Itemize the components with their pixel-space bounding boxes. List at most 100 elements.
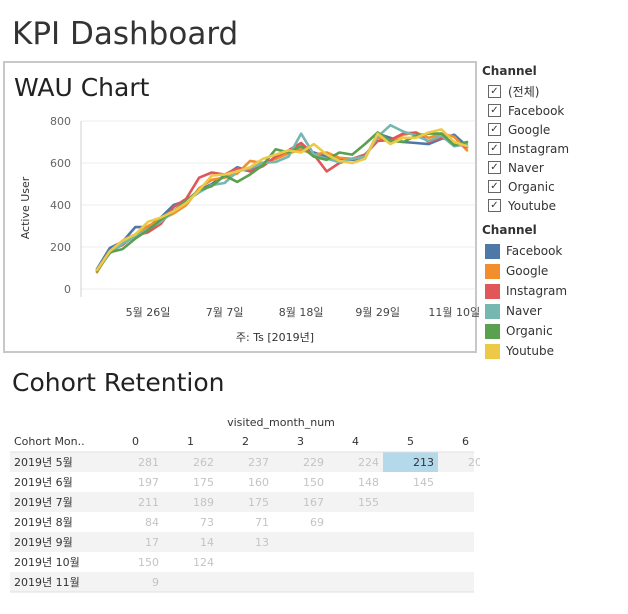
channel-filter-label: Google <box>508 122 551 137</box>
highlighted-cell <box>383 452 438 472</box>
cohort-cell-value[interactable]: 155 <box>358 496 379 509</box>
cohort-cell-value[interactable]: 145 <box>413 476 434 489</box>
checkbox-icon[interactable]: ✓ <box>488 199 501 212</box>
channel-legend-label: Organic <box>506 324 553 338</box>
channel-legend-item[interactable]: Youtube <box>482 341 628 361</box>
checkbox-icon[interactable]: ✓ <box>488 161 501 174</box>
cohort-cell-value[interactable]: 13 <box>255 536 269 549</box>
series-line-youtube[interactable] <box>95 128 469 272</box>
channel-legend-label: Naver <box>506 304 542 318</box>
channel-legend-item[interactable]: Facebook <box>482 241 628 261</box>
cohort-column-header: 2 <box>242 435 249 448</box>
cohort-cell-value[interactable]: 14 <box>200 536 214 549</box>
channel-legend-item[interactable]: Naver <box>482 301 628 321</box>
channel-filter-item[interactable]: ✓ Facebook <box>482 101 628 120</box>
channel-legend-item[interactable]: Google <box>482 261 628 281</box>
cohort-column-header: 0 <box>132 435 139 448</box>
wau-y-tick-label: 400 <box>50 199 71 212</box>
cohort-column-header: 5 <box>407 435 414 448</box>
cohort-cell-value[interactable]: 124 <box>193 556 214 569</box>
wau-grid <box>80 120 475 297</box>
cohort-cell-value[interactable]: 160 <box>248 476 269 489</box>
checkbox-icon[interactable]: ✓ <box>488 85 501 98</box>
cohort-cell-value[interactable]: 9 <box>152 576 159 589</box>
channel-filter-item[interactable]: ✓ Instagram <box>482 139 628 158</box>
wau-y-tick-label: 800 <box>50 115 71 128</box>
legend-swatch <box>485 243 500 259</box>
dashboard-title: KPI Dashboard <box>12 16 239 52</box>
channel-color-legend: Facebook Google Instagram Naver Organic Youtu… <box>482 241 628 361</box>
series-line-naver[interactable] <box>95 123 469 272</box>
wau-chart[interactable]: 0 200 400 600 800 5월 26일 7월 7일 8월 18일 9월 29일 11월… <box>5 63 479 355</box>
cohort-cell-value[interactable]: 148 <box>358 476 379 489</box>
cohort-cell-value[interactable]: 175 <box>193 476 214 489</box>
cohort-cell-value[interactable]: 84 <box>145 516 159 529</box>
channel-filter-label: Youtube <box>508 198 556 213</box>
checkbox-icon[interactable]: ✓ <box>488 104 501 117</box>
cohort-cell-value[interactable]: 189 <box>193 496 214 509</box>
channel-filter-item[interactable]: ✓ Youtube <box>482 196 628 215</box>
wau-y-tick-label: 600 <box>50 157 71 170</box>
wau-y-axis-label: Active User <box>19 176 32 239</box>
channel-filter-label: Naver <box>508 160 544 175</box>
cohort-cell-value[interactable]: 150 <box>138 556 159 569</box>
checkbox-icon[interactable]: ✓ <box>488 142 501 155</box>
cohort-cell-value[interactable]: 71 <box>255 516 269 529</box>
legend-swatch <box>485 303 500 319</box>
channel-filter-item[interactable]: ✓ Google <box>482 120 628 139</box>
cohort-cell-value[interactable]: 69 <box>310 516 324 529</box>
legend-swatch <box>485 283 500 299</box>
table-row-band <box>10 492 474 512</box>
legend-swatch <box>485 343 500 359</box>
cohort-cell-value[interactable]: 175 <box>248 496 269 509</box>
table-row-band <box>10 452 474 472</box>
cohort-column-header: 4 <box>352 435 359 448</box>
checkbox-icon[interactable]: ✓ <box>488 180 501 193</box>
cohort-cell-value[interactable]: 262 <box>193 456 214 469</box>
series-line-organic[interactable] <box>95 131 469 273</box>
wau-x-axis-label: 주: Ts [2019년] <box>236 331 314 344</box>
cohort-cell-value[interactable]: 206 <box>468 456 480 469</box>
wau-x-tick-label: 7월 7일 <box>206 305 244 319</box>
channel-legend-label: Google <box>506 264 549 278</box>
channel-filter-label: Organic <box>508 179 555 194</box>
cohort-column-header: 6 <box>462 435 469 448</box>
cohort-cell-value[interactable]: 73 <box>200 516 214 529</box>
channel-legend-item[interactable]: Instagram <box>482 281 628 301</box>
wau-chart-title: WAU Chart <box>14 73 150 102</box>
wau-lines <box>95 123 469 274</box>
cohort-retention-table[interactable]: visited_month_num Cohort Mon.. 0 1 2 3 4 5 6 2019… <box>0 400 480 600</box>
cohort-row-label: 2019년 6월 <box>14 476 73 489</box>
cohort-cell-value[interactable]: 224 <box>358 456 379 469</box>
cohort-row-label: 2019년 9월 <box>14 536 73 549</box>
channel-filter-item[interactable]: ✓ Organic <box>482 177 628 196</box>
wau-x-tick-label: 11월 10일 <box>428 305 479 319</box>
cohort-cell-value[interactable]: 17 <box>145 536 159 549</box>
channel-filter-item[interactable]: ✓ Naver <box>482 158 628 177</box>
cohort-cell-value[interactable]: 281 <box>138 456 159 469</box>
cohort-cell-value[interactable]: 213 <box>413 456 434 469</box>
cohort-row-label: 2019년 5월 <box>14 456 73 469</box>
cohort-cell-value[interactable]: 237 <box>248 456 269 469</box>
channel-legend-label: Facebook <box>506 244 563 258</box>
cohort-cell-value[interactable]: 197 <box>138 476 159 489</box>
wau-chart-panel[interactable]: 0 200 400 600 800 5월 26일 7월 7일 8월 18일 9월 29일 11월… <box>3 61 479 355</box>
cohort-cell-value[interactable]: 167 <box>303 496 324 509</box>
cohort-cell-value[interactable]: 211 <box>138 496 159 509</box>
cohort-row-header-title: Cohort Mon.. <box>14 435 85 448</box>
checkbox-icon[interactable]: ✓ <box>488 123 501 136</box>
cohort-cell-value[interactable]: 150 <box>303 476 324 489</box>
cohort-cell-value[interactable]: 229 <box>303 456 324 469</box>
channel-filter-item[interactable]: ✓ (전체) <box>482 82 628 101</box>
channel-filter-label: Instagram <box>508 141 570 156</box>
channel-color-legend-title: Channel <box>482 223 537 237</box>
wau-x-ticks: 5월 26일 7월 7일 8월 18일 9월 29일 11월 10일 <box>126 305 479 319</box>
channel-legend-item[interactable]: Organic <box>482 321 628 341</box>
channel-legend-label: Instagram <box>506 284 568 298</box>
wau-x-tick-label: 8월 18일 <box>279 305 324 319</box>
wau-x-tick-label: 5월 26일 <box>126 305 171 319</box>
wau-y-ticks: 0 200 400 600 800 <box>50 115 71 296</box>
cohort-row-label: 2019년 7월 <box>14 496 73 509</box>
channel-legend-panel: Channel ✓ (전체) ✓ Facebook ✓ Google ✓ Instagram ✓… <box>482 64 628 361</box>
cohort-row-label: 2019년 10월 <box>14 556 80 569</box>
